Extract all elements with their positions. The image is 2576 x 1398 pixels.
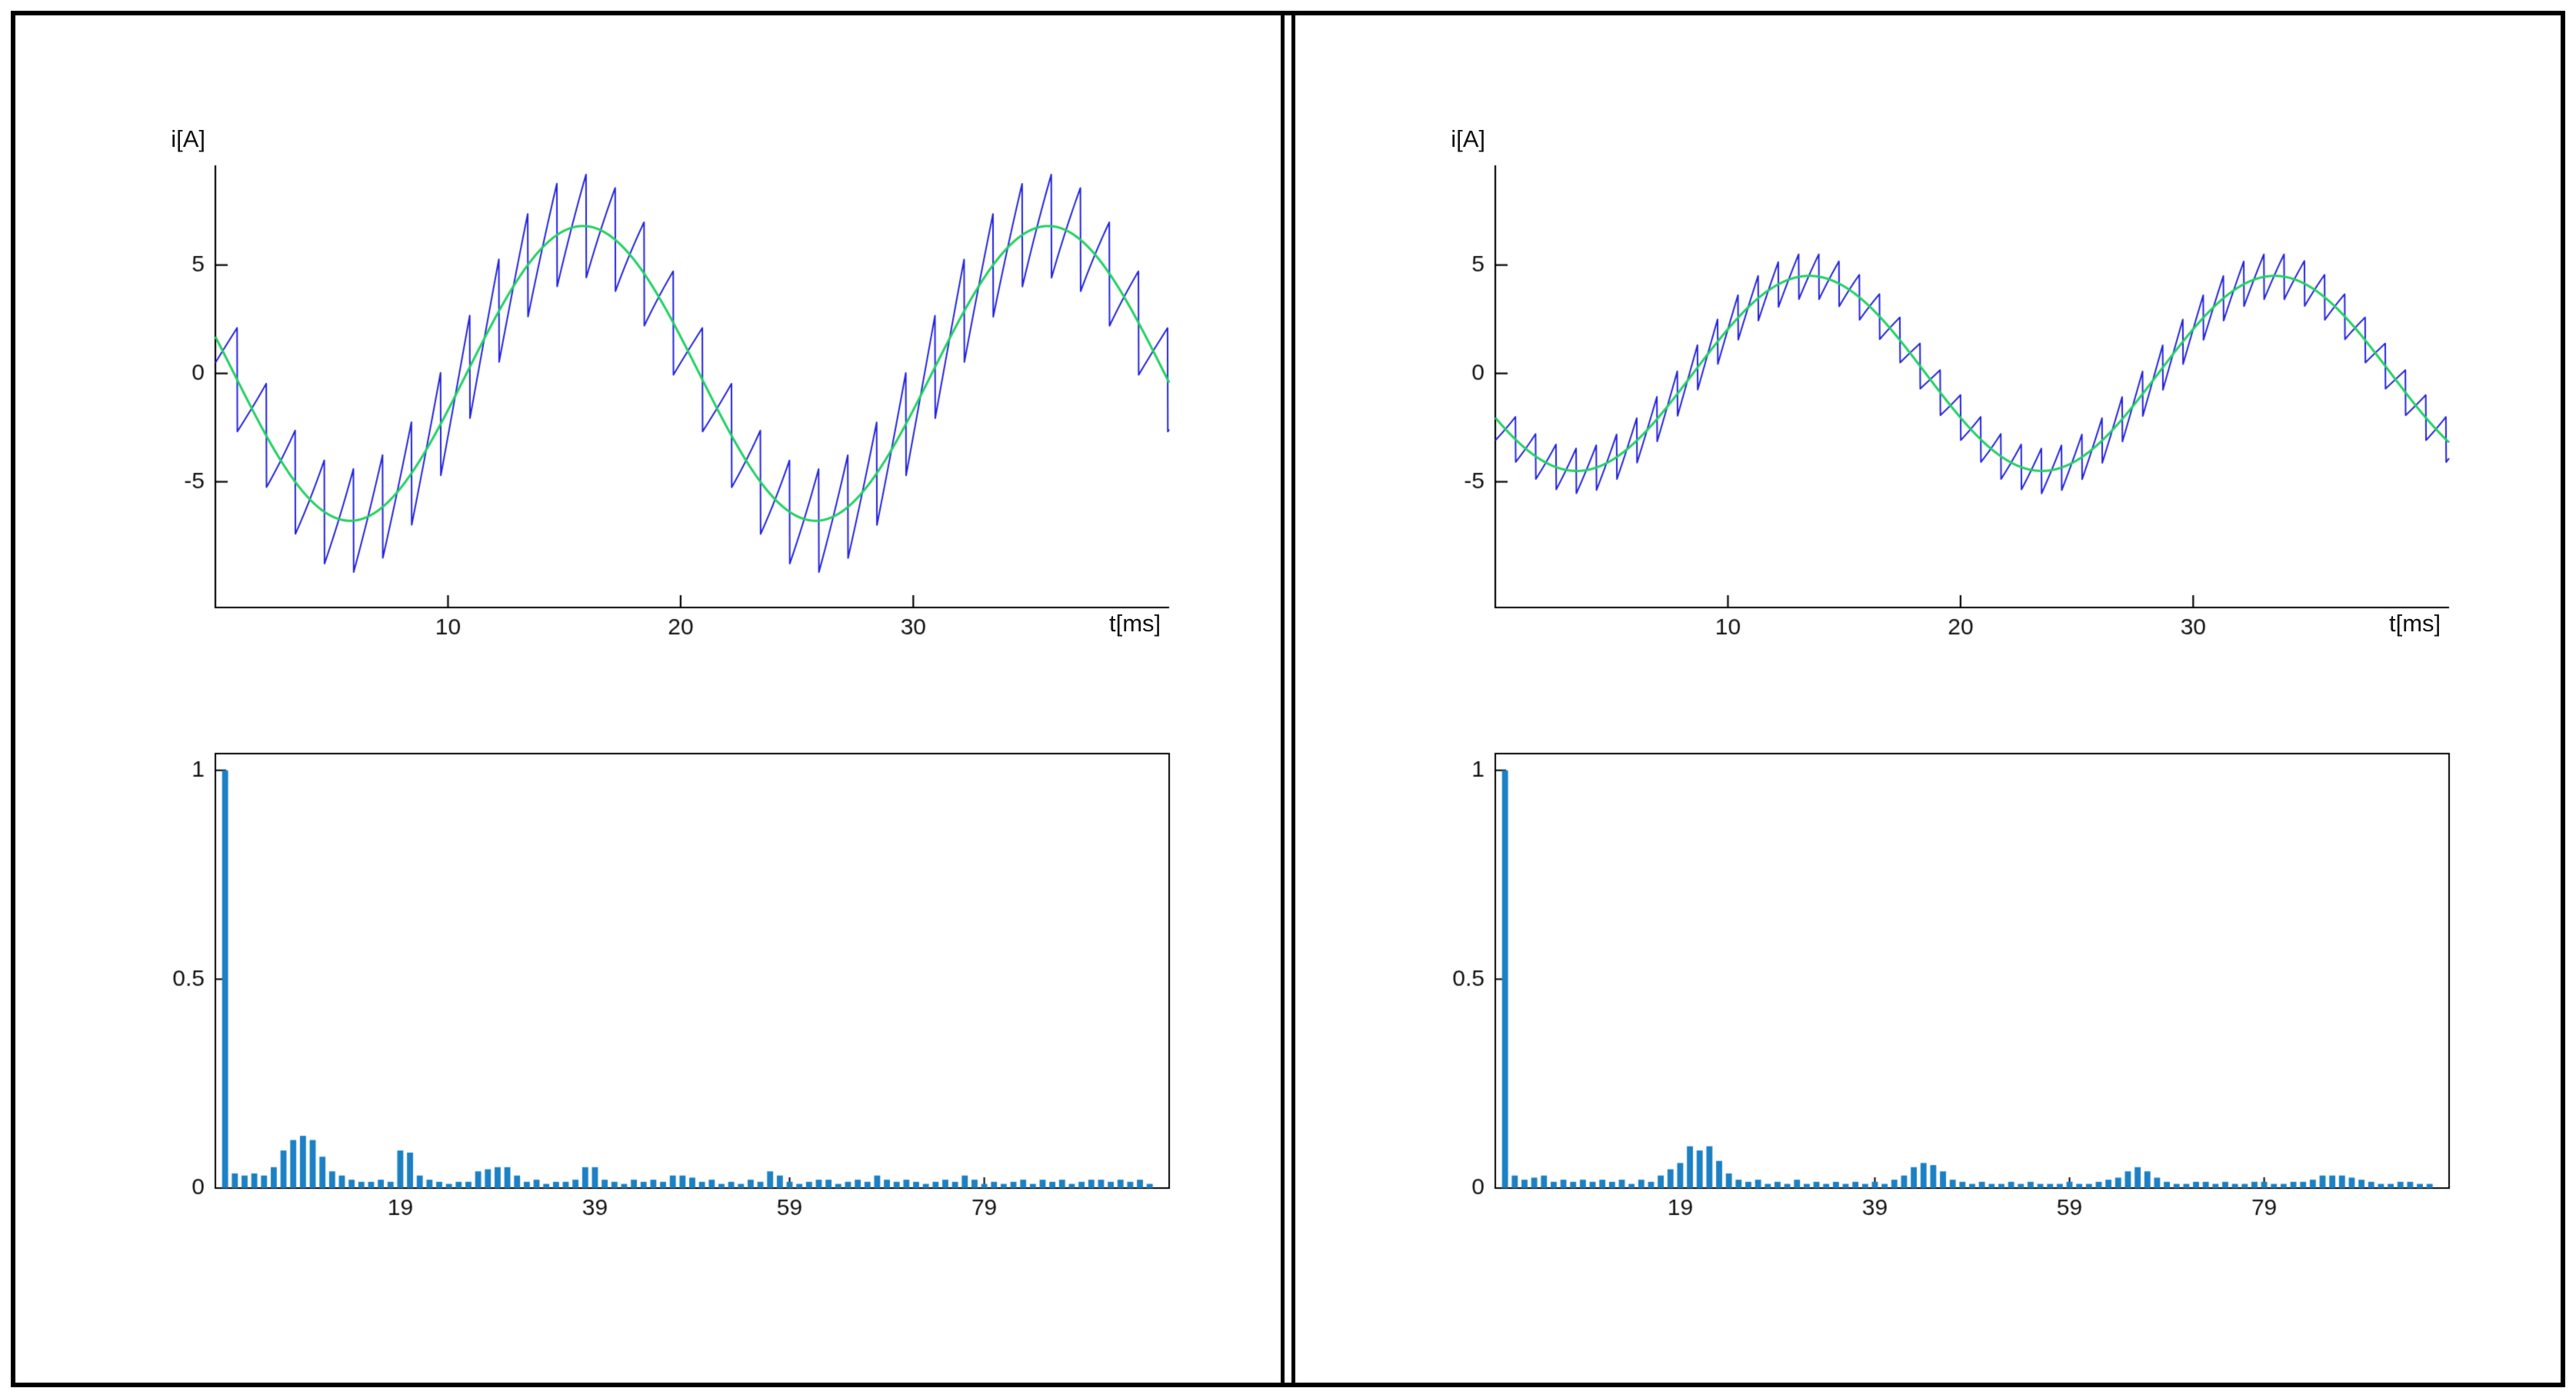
harmonic-spectrum-chart-right: [1372, 734, 2495, 1234]
spectrum-canvas-right: [1372, 734, 2495, 1234]
x-axis-label: t[ms]: [2389, 610, 2441, 637]
x-axis-label: t[ms]: [1109, 610, 1161, 637]
panel-left: i[A] t[ms]: [15, 15, 1285, 1383]
waveform-canvas-right: [1372, 96, 2495, 650]
panel-right: i[A] t[ms]: [1291, 15, 2561, 1383]
spectrum-canvas-left: [92, 734, 1215, 1234]
harmonic-spectrum-chart-left: [92, 734, 1215, 1234]
y-axis-label: i[A]: [171, 125, 205, 152]
waveform-canvas-left: [92, 96, 1215, 650]
current-waveform-chart-left: i[A] t[ms]: [92, 96, 1215, 650]
y-axis-label: i[A]: [1451, 125, 1485, 152]
figure-frame: i[A] t[ms] i[A] t[ms]: [11, 11, 2565, 1387]
current-waveform-chart-right: i[A] t[ms]: [1372, 96, 2495, 650]
